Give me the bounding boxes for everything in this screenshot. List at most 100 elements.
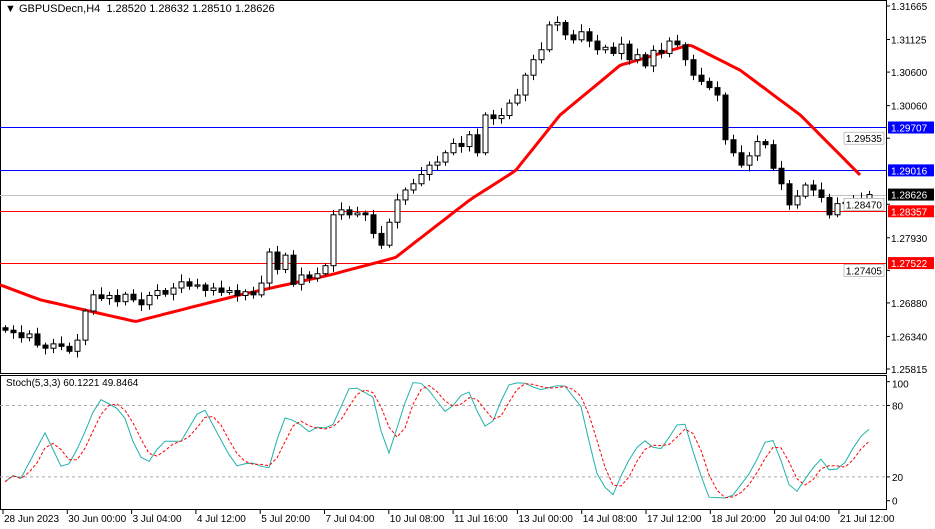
candle-body — [162, 290, 169, 295]
price-level-badge — [888, 121, 934, 134]
stoch-y-tick-label: 80 — [892, 402, 904, 413]
candle — [202, 282, 209, 297]
candle-body — [426, 164, 433, 175]
candle-body — [2, 327, 9, 331]
candle-body — [178, 281, 185, 289]
candle-body — [674, 40, 681, 46]
candle-body — [98, 294, 105, 300]
candle — [666, 37, 673, 58]
candle — [114, 289, 121, 307]
candle — [586, 28, 593, 48]
candle — [290, 250, 297, 287]
stoch-label: Stoch(5,3,3) 60.1221 49.8464 — [6, 378, 139, 389]
candle — [274, 245, 281, 275]
candle-body — [50, 343, 57, 349]
candle-body — [730, 139, 737, 154]
candle — [330, 209, 337, 272]
candle — [378, 225, 385, 249]
y-tick-label-plate — [843, 264, 885, 277]
candle-body — [394, 199, 401, 223]
candle-body — [602, 46, 609, 51]
candle — [18, 325, 25, 343]
candle — [522, 72, 529, 102]
y-tick-label: 1.30600 — [891, 68, 928, 79]
candle — [698, 67, 705, 86]
candle-body — [818, 189, 825, 198]
candle-body — [466, 134, 473, 148]
candle-body — [274, 251, 281, 270]
candle-body — [554, 21, 561, 26]
candle — [306, 271, 313, 284]
x-tick-label: 30 Jun 00:00 — [68, 514, 126, 525]
y-tick-label-inset: 1.29535 — [843, 131, 885, 145]
candle-body — [498, 115, 505, 120]
candle — [738, 145, 745, 168]
x-tick-label: 14 Jul 08:00 — [583, 514, 638, 525]
candle — [106, 291, 113, 305]
candle-body — [26, 333, 33, 339]
candle — [50, 338, 57, 354]
candle-body — [282, 254, 289, 270]
candle-body — [482, 114, 489, 154]
y-tick-label-plate — [843, 198, 885, 211]
candle-body — [42, 344, 49, 349]
candle-body — [250, 291, 257, 296]
candle-body — [346, 209, 353, 216]
candle — [226, 286, 233, 295]
candle — [258, 275, 265, 298]
candle-body — [226, 290, 233, 293]
candle-body — [338, 209, 345, 216]
symbol-header: ▼ GBPUSDecn,H4 1.28520 1.28632 1.28510 1… — [5, 3, 275, 15]
dropdown-triangle-icon[interactable]: ▼ — [5, 3, 16, 15]
candle — [810, 180, 817, 197]
candle — [562, 19, 569, 40]
candle — [122, 291, 129, 306]
candle-body — [754, 141, 761, 157]
candle — [58, 336, 65, 351]
candle-body — [610, 46, 617, 54]
candle — [818, 182, 825, 203]
candle — [442, 150, 449, 166]
candle — [154, 284, 161, 300]
candle — [242, 289, 249, 301]
candle — [450, 138, 457, 156]
price-level-badge — [888, 164, 934, 177]
y-tick-label-inset: 1.27405 — [843, 264, 885, 277]
candle-body — [378, 232, 385, 246]
candle — [610, 42, 617, 56]
x-tick-label: 18 Jul 20:00 — [711, 514, 766, 525]
candle-body — [402, 189, 409, 201]
candle-body — [538, 49, 545, 61]
candle — [386, 218, 393, 248]
candle — [130, 289, 137, 303]
candle — [690, 54, 697, 81]
candle — [770, 139, 777, 171]
x-tick-label: 3 Jul 04:00 — [133, 514, 182, 525]
x-tick-label: 7 Jul 04:00 — [326, 514, 375, 525]
candle-body — [18, 332, 25, 339]
candle — [426, 161, 433, 181]
candle-body — [330, 214, 337, 267]
candle-body — [298, 274, 305, 285]
stoch-y-tick-label: 0 — [892, 497, 898, 508]
candle-body — [690, 59, 697, 76]
candle — [634, 48, 641, 64]
x-tick-label: 13 Jul 00:00 — [518, 514, 573, 525]
candle-body — [210, 287, 217, 292]
candle — [138, 292, 145, 311]
candle — [714, 81, 721, 102]
candle-body — [578, 31, 585, 41]
candle-body — [130, 293, 137, 301]
candle-body — [322, 265, 329, 275]
candle — [434, 155, 441, 171]
candle — [762, 139, 769, 149]
candle — [578, 24, 585, 43]
y-tick-label: 1.27930 — [891, 234, 928, 245]
price-level-badge — [888, 188, 934, 201]
candle — [834, 197, 841, 218]
y-tick-label: 1.29535 — [846, 134, 883, 145]
candle — [42, 342, 49, 355]
candle — [234, 284, 241, 302]
candle — [82, 308, 89, 346]
